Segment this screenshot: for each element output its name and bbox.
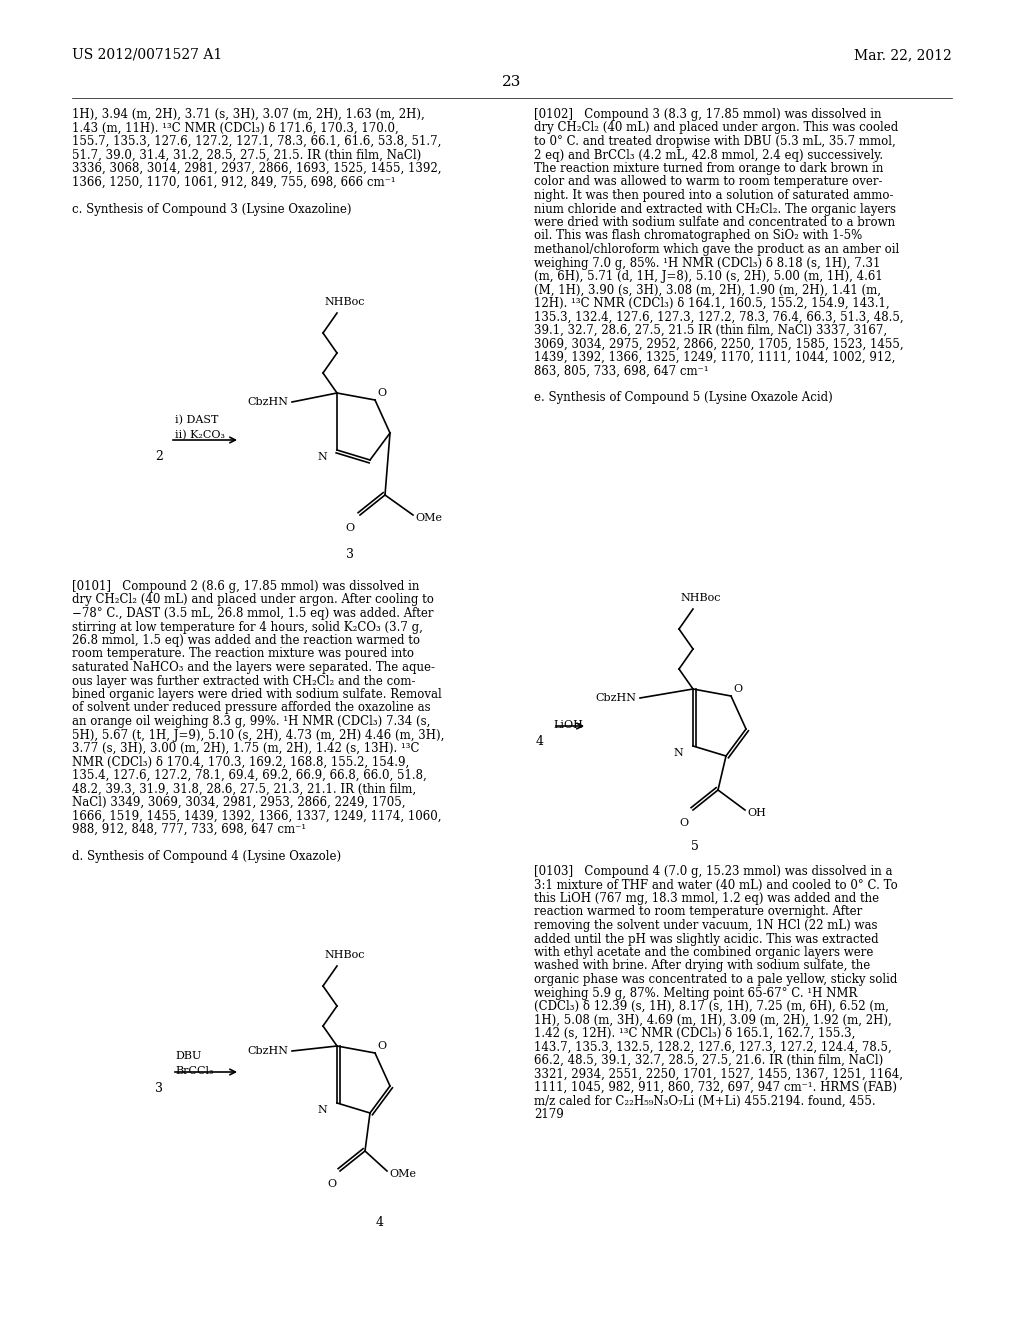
- Text: OMe: OMe: [415, 513, 442, 523]
- Text: with ethyl acetate and the combined organic layers were: with ethyl acetate and the combined orga…: [534, 946, 873, 960]
- Text: US 2012/0071527 A1: US 2012/0071527 A1: [72, 48, 222, 62]
- Text: m/z caled for C₂₂H₅₉N₃O₇Li (M+Li) 455.2194. found, 455.: m/z caled for C₂₂H₅₉N₃O₇Li (M+Li) 455.21…: [534, 1094, 876, 1107]
- Text: (m, 6H), 5.71 (d, 1H, J=8), 5.10 (s, 2H), 5.00 (m, 1H), 4.61: (m, 6H), 5.71 (d, 1H, J=8), 5.10 (s, 2H)…: [534, 271, 883, 282]
- Text: to 0° C. and treated dropwise with DBU (5.3 mL, 35.7 mmol,: to 0° C. and treated dropwise with DBU (…: [534, 135, 896, 148]
- Text: NHBoc: NHBoc: [324, 950, 365, 960]
- Text: O: O: [377, 388, 386, 399]
- Text: 3069, 3034, 2975, 2952, 2866, 2250, 1705, 1585, 1523, 1455,: 3069, 3034, 2975, 2952, 2866, 2250, 1705…: [534, 338, 903, 351]
- Text: 4: 4: [536, 735, 544, 748]
- Text: saturated NaHCO₃ and the layers were separated. The aque-: saturated NaHCO₃ and the layers were sep…: [72, 661, 435, 675]
- Text: NHBoc: NHBoc: [324, 297, 365, 308]
- Text: 143.7, 135.3, 132.5, 128.2, 127.6, 127.3, 127.2, 124.4, 78.5,: 143.7, 135.3, 132.5, 128.2, 127.6, 127.3…: [534, 1040, 892, 1053]
- Text: 12H). ¹³C NMR (CDCl₃) δ 164.1, 160.5, 155.2, 154.9, 143.1,: 12H). ¹³C NMR (CDCl₃) δ 164.1, 160.5, 15…: [534, 297, 890, 310]
- Text: weighing 7.0 g, 85%. ¹H NMR (CDCl₃) δ 8.18 (s, 1H), 7.31: weighing 7.0 g, 85%. ¹H NMR (CDCl₃) δ 8.…: [534, 256, 881, 269]
- Text: an orange oil weighing 8.3 g, 99%. ¹H NMR (CDCl₃) 7.34 (s,: an orange oil weighing 8.3 g, 99%. ¹H NM…: [72, 715, 430, 729]
- Text: 51.7, 39.0, 31.4, 31.2, 28.5, 27.5, 21.5. IR (thin film, NaCl): 51.7, 39.0, 31.4, 31.2, 28.5, 27.5, 21.5…: [72, 149, 421, 161]
- Text: −78° C., DAST (3.5 mL, 26.8 mmol, 1.5 eq) was added. After: −78° C., DAST (3.5 mL, 26.8 mmol, 1.5 eq…: [72, 607, 433, 620]
- Text: O: O: [733, 684, 742, 694]
- Text: 988, 912, 848, 777, 733, 698, 647 cm⁻¹: 988, 912, 848, 777, 733, 698, 647 cm⁻¹: [72, 822, 306, 836]
- Text: night. It was then poured into a solution of saturated ammo-: night. It was then poured into a solutio…: [534, 189, 894, 202]
- Text: O: O: [680, 818, 689, 828]
- Text: weighing 5.9 g, 87%. Melting point 65-67° C. ¹H NMR: weighing 5.9 g, 87%. Melting point 65-67…: [534, 986, 857, 999]
- Text: [0101]   Compound 2 (8.6 g, 17.85 mmol) was dissolved in: [0101] Compound 2 (8.6 g, 17.85 mmol) wa…: [72, 579, 420, 593]
- Text: CbzHN: CbzHN: [247, 397, 288, 407]
- Text: N: N: [673, 748, 683, 758]
- Text: 1H), 5.08 (m, 3H), 4.69 (m, 1H), 3.09 (m, 2H), 1.92 (m, 2H),: 1H), 5.08 (m, 3H), 4.69 (m, 1H), 3.09 (m…: [534, 1014, 892, 1027]
- Text: 1666, 1519, 1455, 1439, 1392, 1366, 1337, 1249, 1174, 1060,: 1666, 1519, 1455, 1439, 1392, 1366, 1337…: [72, 809, 441, 822]
- Text: 2179: 2179: [534, 1107, 564, 1121]
- Text: 23: 23: [503, 75, 521, 88]
- Text: 3: 3: [346, 548, 354, 561]
- Text: 5H), 5.67 (t, 1H, J=9), 5.10 (s, 2H), 4.73 (m, 2H) 4.46 (m, 3H),: 5H), 5.67 (t, 1H, J=9), 5.10 (s, 2H), 4.…: [72, 729, 444, 742]
- Text: 3:1 mixture of THF and water (40 mL) and cooled to 0° C. To: 3:1 mixture of THF and water (40 mL) and…: [534, 879, 898, 891]
- Text: reaction warmed to room temperature overnight. After: reaction warmed to room temperature over…: [534, 906, 862, 919]
- Text: 3.77 (s, 3H), 3.00 (m, 2H), 1.75 (m, 2H), 1.42 (s, 13H). ¹³C: 3.77 (s, 3H), 3.00 (m, 2H), 1.75 (m, 2H)…: [72, 742, 420, 755]
- Text: 135.4, 127.6, 127.2, 78.1, 69.4, 69.2, 66.9, 66.8, 66.0, 51.8,: 135.4, 127.6, 127.2, 78.1, 69.4, 69.2, 6…: [72, 770, 427, 781]
- Text: (CDCl₃) δ 12.39 (s, 1H), 8.17 (s, 1H), 7.25 (m, 6H), 6.52 (m,: (CDCl₃) δ 12.39 (s, 1H), 8.17 (s, 1H), 7…: [534, 1001, 889, 1012]
- Text: OH: OH: [746, 808, 766, 818]
- Text: O: O: [346, 523, 355, 533]
- Text: 48.2, 39.3, 31.9, 31.8, 28.6, 27.5, 21.3, 21.1. IR (thin film,: 48.2, 39.3, 31.9, 31.8, 28.6, 27.5, 21.3…: [72, 783, 416, 796]
- Text: removing the solvent under vacuum, 1N HCl (22 mL) was: removing the solvent under vacuum, 1N HC…: [534, 919, 878, 932]
- Text: The reaction mixture turned from orange to dark brown in: The reaction mixture turned from orange …: [534, 162, 884, 176]
- Text: N: N: [317, 451, 327, 462]
- Text: ous layer was further extracted with CH₂Cl₂ and the com-: ous layer was further extracted with CH₂…: [72, 675, 416, 688]
- Text: methanol/chloroform which gave the product as an amber oil: methanol/chloroform which gave the produ…: [534, 243, 899, 256]
- Text: 3336, 3068, 3014, 2981, 2937, 2866, 1693, 1525, 1455, 1392,: 3336, 3068, 3014, 2981, 2937, 2866, 1693…: [72, 162, 441, 176]
- Text: 2 eq) and BrCCl₃ (4.2 mL, 42.8 mmol, 2.4 eq) successively.: 2 eq) and BrCCl₃ (4.2 mL, 42.8 mmol, 2.4…: [534, 149, 883, 161]
- Text: CbzHN: CbzHN: [595, 693, 636, 704]
- Text: (M, 1H), 3.90 (s, 3H), 3.08 (m, 2H), 1.90 (m, 2H), 1.41 (m,: (M, 1H), 3.90 (s, 3H), 3.08 (m, 2H), 1.9…: [534, 284, 881, 297]
- Text: 1.42 (s, 12H). ¹³C NMR (CDCl₃) δ 165.1, 162.7, 155.3,: 1.42 (s, 12H). ¹³C NMR (CDCl₃) δ 165.1, …: [534, 1027, 855, 1040]
- Text: 3321, 2934, 2551, 2250, 1701, 1527, 1455, 1367, 1251, 1164,: 3321, 2934, 2551, 2250, 1701, 1527, 1455…: [534, 1068, 903, 1081]
- Text: DBU: DBU: [175, 1051, 202, 1061]
- Text: oil. This was flash chromatographed on SiO₂ with 1-5%: oil. This was flash chromatographed on S…: [534, 230, 862, 243]
- Text: 2: 2: [155, 450, 163, 463]
- Text: 1H), 3.94 (m, 2H), 3.71 (s, 3H), 3.07 (m, 2H), 1.63 (m, 2H),: 1H), 3.94 (m, 2H), 3.71 (s, 3H), 3.07 (m…: [72, 108, 425, 121]
- Text: 863, 805, 733, 698, 647 cm⁻¹: 863, 805, 733, 698, 647 cm⁻¹: [534, 364, 709, 378]
- Text: Mar. 22, 2012: Mar. 22, 2012: [854, 48, 952, 62]
- Text: room temperature. The reaction mixture was poured into: room temperature. The reaction mixture w…: [72, 648, 414, 660]
- Text: [0102]   Compound 3 (8.3 g, 17.85 mmol) was dissolved in: [0102] Compound 3 (8.3 g, 17.85 mmol) wa…: [534, 108, 882, 121]
- Text: color and was allowed to warm to room temperature over-: color and was allowed to warm to room te…: [534, 176, 883, 189]
- Text: dry CH₂Cl₂ (40 mL) and placed under argon. This was cooled: dry CH₂Cl₂ (40 mL) and placed under argo…: [534, 121, 898, 135]
- Text: i) DAST: i) DAST: [175, 414, 218, 425]
- Text: of solvent under reduced pressure afforded the oxazoline as: of solvent under reduced pressure afford…: [72, 701, 431, 714]
- Text: 39.1, 32.7, 28.6, 27.5, 21.5 IR (thin film, NaCl) 3337, 3167,: 39.1, 32.7, 28.6, 27.5, 21.5 IR (thin fi…: [534, 323, 887, 337]
- Text: LiOH: LiOH: [553, 719, 583, 730]
- Text: 1111, 1045, 982, 911, 860, 732, 697, 947 cm⁻¹. HRMS (FAB): 1111, 1045, 982, 911, 860, 732, 697, 947…: [534, 1081, 897, 1094]
- Text: 155.7, 135.3, 127.6, 127.2, 127.1, 78.3, 66.1, 61.6, 53.8, 51.7,: 155.7, 135.3, 127.6, 127.2, 127.1, 78.3,…: [72, 135, 441, 148]
- Text: nium chloride and extracted with CH₂Cl₂. The organic layers: nium chloride and extracted with CH₂Cl₂.…: [534, 202, 896, 215]
- Text: 1366, 1250, 1170, 1061, 912, 849, 755, 698, 666 cm⁻¹: 1366, 1250, 1170, 1061, 912, 849, 755, 6…: [72, 176, 395, 189]
- Text: added until the pH was slightly acidic. This was extracted: added until the pH was slightly acidic. …: [534, 932, 879, 945]
- Text: were dried with sodium sulfate and concentrated to a brown: were dried with sodium sulfate and conce…: [534, 216, 895, 228]
- Text: ii) K₂CO₃: ii) K₂CO₃: [175, 430, 225, 441]
- Text: BrCCl₃: BrCCl₃: [175, 1067, 213, 1076]
- Text: 1439, 1392, 1366, 1325, 1249, 1170, 1111, 1044, 1002, 912,: 1439, 1392, 1366, 1325, 1249, 1170, 1111…: [534, 351, 895, 364]
- Text: 66.2, 48.5, 39.1, 32.7, 28.5, 27.5, 21.6. IR (thin film, NaCl): 66.2, 48.5, 39.1, 32.7, 28.5, 27.5, 21.6…: [534, 1053, 884, 1067]
- Text: OMe: OMe: [389, 1170, 416, 1179]
- Text: NMR (CDCl₃) δ 170.4, 170.3, 169.2, 168.8, 155.2, 154.9,: NMR (CDCl₃) δ 170.4, 170.3, 169.2, 168.8…: [72, 755, 410, 768]
- Text: bined organic layers were dried with sodium sulfate. Removal: bined organic layers were dried with sod…: [72, 688, 441, 701]
- Text: e. Synthesis of Compound 5 (Lysine Oxazole Acid): e. Synthesis of Compound 5 (Lysine Oxazo…: [534, 392, 833, 404]
- Text: 4: 4: [376, 1216, 384, 1229]
- Text: CbzHN: CbzHN: [247, 1045, 288, 1056]
- Text: [0103]   Compound 4 (7.0 g, 15.23 mmol) was dissolved in a: [0103] Compound 4 (7.0 g, 15.23 mmol) wa…: [534, 865, 893, 878]
- Text: d. Synthesis of Compound 4 (Lysine Oxazole): d. Synthesis of Compound 4 (Lysine Oxazo…: [72, 850, 341, 863]
- Text: c. Synthesis of Compound 3 (Lysine Oxazoline): c. Synthesis of Compound 3 (Lysine Oxazo…: [72, 202, 351, 215]
- Text: 5: 5: [691, 840, 699, 853]
- Text: this LiOH (767 mg, 18.3 mmol, 1.2 eq) was added and the: this LiOH (767 mg, 18.3 mmol, 1.2 eq) wa…: [534, 892, 880, 906]
- Text: stirring at low temperature for 4 hours, solid K₂CO₃ (3.7 g,: stirring at low temperature for 4 hours,…: [72, 620, 423, 634]
- Text: 1.43 (m, 11H). ¹³C NMR (CDCl₃) δ 171.6, 170.3, 170.0,: 1.43 (m, 11H). ¹³C NMR (CDCl₃) δ 171.6, …: [72, 121, 398, 135]
- Text: NHBoc: NHBoc: [680, 593, 721, 603]
- Text: 3: 3: [155, 1082, 163, 1096]
- Text: O: O: [327, 1179, 336, 1189]
- Text: 135.3, 132.4, 127.6, 127.3, 127.2, 78.3, 76.4, 66.3, 51.3, 48.5,: 135.3, 132.4, 127.6, 127.3, 127.2, 78.3,…: [534, 310, 903, 323]
- Text: O: O: [377, 1041, 386, 1051]
- Text: dry CH₂Cl₂ (40 mL) and placed under argon. After cooling to: dry CH₂Cl₂ (40 mL) and placed under argo…: [72, 594, 434, 606]
- Text: 26.8 mmol, 1.5 eq) was added and the reaction warmed to: 26.8 mmol, 1.5 eq) was added and the rea…: [72, 634, 420, 647]
- Text: NaCl) 3349, 3069, 3034, 2981, 2953, 2866, 2249, 1705,: NaCl) 3349, 3069, 3034, 2981, 2953, 2866…: [72, 796, 406, 809]
- Text: N: N: [317, 1105, 327, 1115]
- Text: organic phase was concentrated to a pale yellow, sticky solid: organic phase was concentrated to a pale…: [534, 973, 897, 986]
- Text: washed with brine. After drying with sodium sulfate, the: washed with brine. After drying with sod…: [534, 960, 870, 973]
